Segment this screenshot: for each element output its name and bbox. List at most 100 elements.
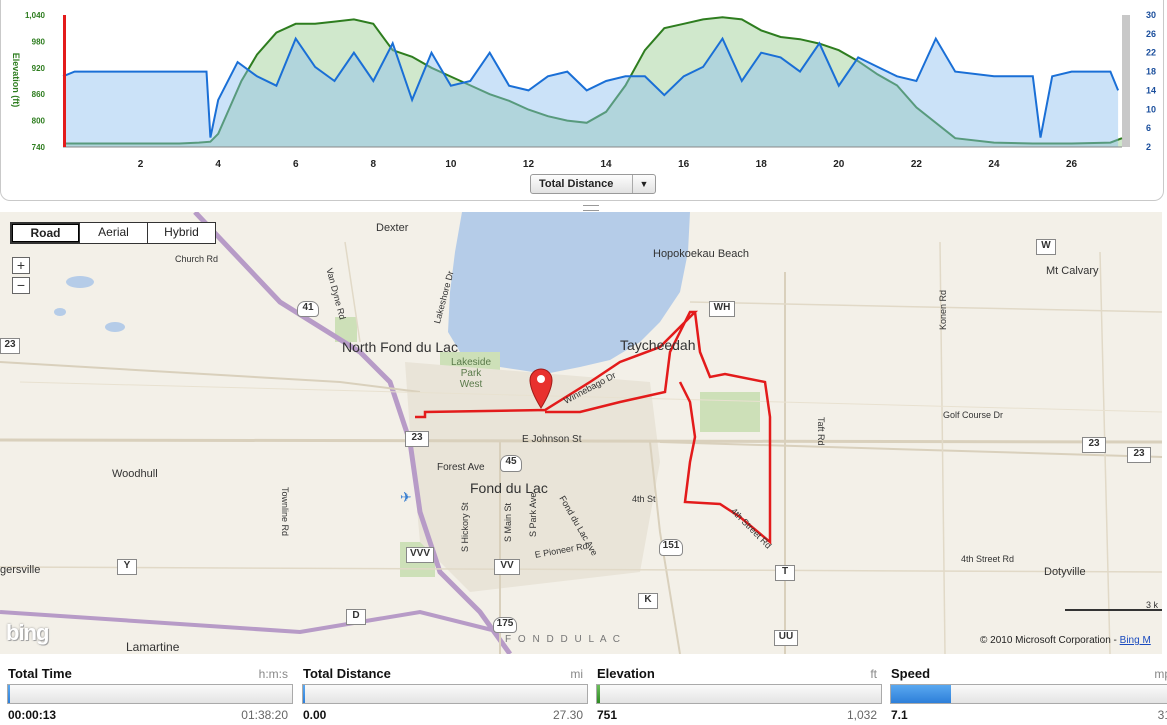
county-road-shield: K (638, 593, 658, 609)
county-road-shield: Y (117, 559, 137, 575)
map-label-lakeside-park: Lakeside Park West (451, 357, 492, 390)
pond (54, 308, 66, 316)
route-line (415, 310, 772, 545)
map-label-fond-du-lac: Fond du Lac (470, 480, 548, 496)
stat-max: 1,032 (846, 708, 877, 722)
stat-slider[interactable] (890, 684, 1167, 704)
y-right-tick-label: 10 (1146, 104, 1156, 114)
position-cursor (63, 15, 66, 147)
map-label-e-johnson-st: E Johnson St (522, 434, 582, 445)
map-type-road-button[interactable]: Road (11, 223, 80, 243)
y-right-tick-label: 6 (1146, 123, 1151, 133)
stat-speed: Speed mp 7.1 31 (883, 660, 1167, 725)
x-tick-label: 16 (678, 159, 690, 170)
map-label-townline-rd: Townline Rd (280, 487, 290, 537)
x-tick-label: 12 (523, 159, 535, 170)
x-axis-select-label: Total Distance (539, 178, 614, 190)
road (659, 441, 1162, 458)
x-tick-label: 6 (293, 159, 299, 170)
map-label-s-hickory-st: S Hickory St (460, 502, 470, 552)
stat-slider[interactable] (7, 684, 293, 704)
map-label-4th-st: 4th St (632, 494, 656, 504)
stat-unit: h:m:s (258, 667, 288, 681)
map-label-dotyville: Dotyville (1044, 566, 1086, 578)
x-tick-label: 2 (138, 159, 144, 170)
road (19, 381, 1162, 413)
stat-max: 01:38:20 (241, 708, 288, 722)
elevation-speed-chart[interactable]: 2 4 6 8 10 12 14 16 18 20 22 24 261,0409809208608007… (1, 0, 1163, 200)
x-tick-label: 20 (833, 159, 845, 170)
highway-shield: 41 (297, 301, 319, 317)
y-left-tick-label: 860 (32, 90, 46, 99)
map-type-aerial-button[interactable]: Aerial (80, 223, 148, 243)
chart-panel: 2 4 6 8 10 12 14 16 18 20 22 24 26 1,040 980 920 860 800 7… (0, 0, 1164, 201)
zoom-out-button[interactable]: − (12, 277, 30, 294)
y-left-tick-label: 980 (32, 37, 46, 46)
map-label-rogersville: gersville (0, 564, 41, 576)
x-tick-label: 10 (445, 159, 457, 170)
x-tick-label: 4 (215, 159, 221, 170)
map-label-forest-ave: Forest Ave (437, 462, 485, 473)
road (344, 241, 361, 343)
road (0, 361, 421, 393)
map-canvas[interactable]: ✈ (0, 212, 1162, 654)
stat-slider[interactable] (302, 684, 588, 704)
map-copyright: © 2010 Microsoft Corporation - Bing M (980, 635, 1151, 646)
map-label-county: F O N D D U L A C (505, 634, 622, 645)
map-label-lamartine: Lamartine (126, 640, 180, 654)
county-road-shield: W (1036, 239, 1056, 255)
park-area (700, 392, 760, 432)
county-road-shield: T (775, 565, 795, 581)
bing-logo: bing (6, 620, 49, 645)
x-axis-select[interactable]: Total Distance ▼ (530, 174, 656, 194)
map-type-hybrid-button[interactable]: Hybrid (164, 225, 199, 239)
y-right-tick-label: 30 (1146, 10, 1156, 20)
road (1099, 251, 1111, 654)
stat-slider[interactable] (596, 684, 882, 704)
road (689, 301, 1162, 313)
stat-elevation: Elevation ft 751 1,032 (589, 660, 882, 725)
y-right-tick-label: 26 (1146, 29, 1156, 39)
county-road-shield: WH (709, 301, 735, 317)
highway-shield: 23 (405, 431, 429, 447)
map-label-mt-calvary: Mt Calvary (1046, 265, 1099, 277)
x-tick-label: 18 (756, 159, 768, 170)
county-road-shield: D (346, 609, 366, 625)
pond (66, 276, 94, 288)
highway-shield: 151 (659, 539, 683, 556)
stat-max: 31 (1157, 708, 1167, 722)
chevron-down-icon[interactable]: ▼ (632, 175, 655, 193)
y-left-tick-label: 740 (32, 143, 46, 152)
y-left-tick-label: 800 (32, 117, 46, 126)
series-line-speed (62, 36, 1120, 138)
map-scale-label: 3 k (1146, 600, 1159, 610)
copyright-text: © 2010 Microsoft Corporation - (980, 635, 1117, 646)
map-label-church-rd: Church Rd (175, 254, 219, 264)
stat-label: Total Distance (303, 666, 391, 681)
zoom-in-button[interactable]: + (12, 257, 30, 274)
y-left-tick-label: 1,040 (25, 11, 46, 20)
y-right-tick-label: 2 (1146, 142, 1151, 152)
y-right-tick-label: 14 (1146, 85, 1156, 95)
x-tick-label: 26 (1066, 159, 1078, 170)
stat-unit: ft (870, 667, 877, 681)
map-view[interactable]: ✈ Dexter Church Rd Van Dyne Rd Lakeshore… (0, 212, 1162, 654)
bing-maps-link[interactable]: Bing M (1119, 635, 1151, 646)
map-label-north-fond-du-lac: North Fond du Lac (342, 339, 458, 355)
road (0, 438, 1162, 444)
map-label-konen-rd: Konen Rd (938, 289, 948, 330)
map-label-woodhull: Woodhull (112, 468, 158, 480)
pond (105, 322, 125, 332)
stat-slider-fill (891, 685, 951, 703)
stat-label: Elevation (597, 666, 655, 681)
map-label-4th-street-rd-east: 4th Street Rd (961, 554, 1015, 564)
series-area-speed (63, 38, 1119, 147)
stat-total-distance: Total Distance mi 0.00 27.30 (295, 660, 588, 725)
road (0, 566, 1162, 573)
map-label-taft-rd: Taft Rd (816, 417, 826, 446)
location-marker-icon (529, 368, 553, 409)
panel-splitter-handle[interactable] (583, 205, 599, 211)
stat-max: 27.30 (552, 708, 583, 722)
x-tick-label: 22 (911, 159, 923, 170)
county-road-shield: VV (494, 559, 520, 575)
